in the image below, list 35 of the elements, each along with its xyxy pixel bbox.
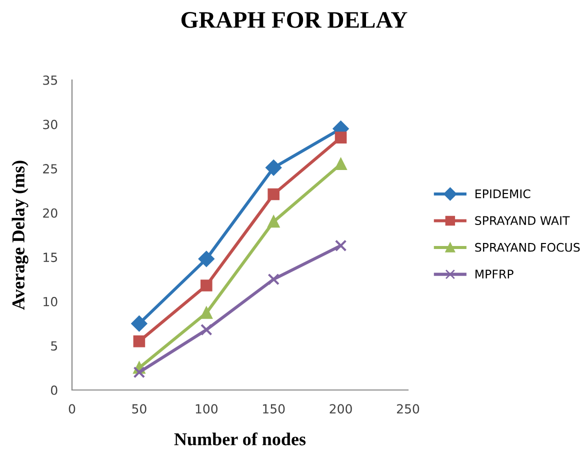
x-tick-label: 200: [330, 404, 352, 414]
y-tick-label: 30: [43, 120, 58, 130]
point: [133, 335, 146, 348]
point: [334, 158, 347, 170]
x-tick-label: 100: [196, 404, 218, 414]
legend-label: SPRAYAND FOCUS: [475, 242, 580, 252]
point: [133, 366, 146, 378]
x-axis-title: Number of nodes: [174, 432, 306, 446]
y-tick-label: 35: [43, 75, 58, 85]
legend-label: EPIDEMIC: [476, 189, 530, 198]
point: [198, 250, 214, 267]
y-tick-label: 15: [44, 252, 58, 262]
x-tick-label: 250: [396, 404, 420, 414]
x-tick-label: 0: [68, 404, 76, 414]
point: [268, 188, 280, 200]
y-tick-label: 0: [50, 385, 58, 395]
y-axis-title: Average Delay (ms): [12, 160, 28, 310]
legend-label: MPFRP: [476, 270, 514, 278]
x-tick-label: 50: [132, 404, 146, 414]
y-tick-label: 25: [43, 164, 58, 174]
point: [131, 316, 148, 332]
point: [266, 160, 282, 176]
y-tick-label: 10: [44, 296, 58, 306]
point: [334, 132, 347, 144]
y-tick-label: 20: [43, 208, 58, 218]
point: [268, 216, 280, 228]
x-tick-label: 150: [263, 404, 285, 414]
point: [200, 307, 212, 319]
point: [200, 324, 212, 336]
y-tick-label: 5: [51, 341, 58, 351]
point: [200, 280, 212, 292]
chart-title: GRAPH FOR DELAY: [181, 12, 408, 28]
point: [268, 273, 280, 286]
point: [334, 240, 347, 252]
legend-label: SPRAYAND WAIT: [475, 216, 570, 226]
